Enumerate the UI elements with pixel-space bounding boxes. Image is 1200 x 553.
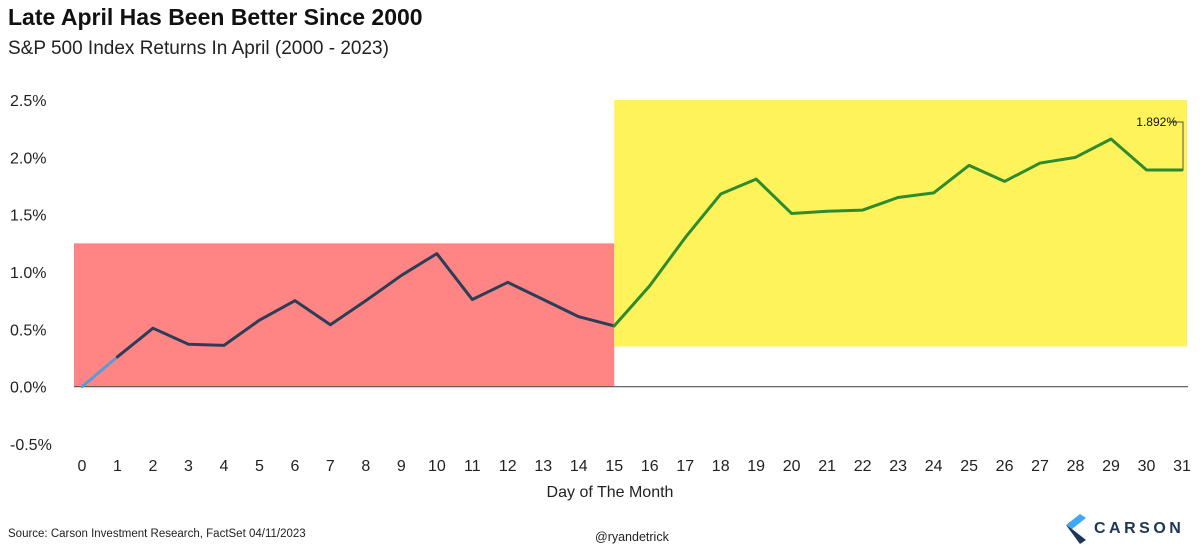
series-start-segment [80, 355, 119, 389]
x-tick-label: 17 [676, 458, 694, 475]
source-note: Source: Carson Investment Research, Fact… [8, 528, 306, 540]
x-tick-label: 9 [397, 458, 406, 475]
x-tick-label: 12 [499, 458, 517, 475]
author-handle: @ryandetrick [595, 530, 669, 544]
x-tick-label: 2 [149, 458, 158, 475]
brand-name: CARSON [1094, 520, 1185, 537]
annotation-leader [1169, 121, 1184, 170]
x-tick-label: 27 [1031, 458, 1049, 475]
x-tick-label: 14 [570, 458, 588, 475]
x-tick-label: 3 [184, 458, 193, 475]
y-tick-label: -0.5% [10, 437, 52, 454]
x-tick-label: 25 [960, 458, 978, 475]
annotation: 1.892% [1136, 115, 1184, 170]
y-tick-label: 1.0% [10, 265, 46, 282]
x-tick-label: 6 [290, 458, 299, 475]
x-tick-label: 23 [889, 458, 907, 475]
x-tick-label: 18 [712, 458, 730, 475]
x-tick-label: 19 [747, 458, 765, 475]
series-line [80, 137, 1184, 389]
highlight-bands [74, 100, 1187, 387]
x-tick-label: 24 [925, 458, 943, 475]
annotation-label: 1.892% [1136, 115, 1177, 129]
x-tick-label: 31 [1173, 458, 1191, 475]
chart-subtitle: S&P 500 Index Returns In April (2000 - 2… [8, 38, 389, 59]
x-tick-label: 20 [783, 458, 801, 475]
x-tick-label: 28 [1067, 458, 1085, 475]
carson-chevron-logo-icon [1066, 514, 1086, 544]
x-tick-label: 7 [326, 458, 335, 475]
series-early-segment [115, 252, 616, 359]
brand-logo: CARSON [1064, 514, 1184, 544]
y-tick-label: 0.0% [10, 380, 46, 397]
x-axis-label: Day of The Month [547, 484, 674, 501]
tick-labels: -0.5%0.0%0.5%1.0%1.5%2.0%2.5%0 1 2 3 4 5 6 7 8 9 1… [10, 93, 1191, 475]
x-tick-label: 8 [361, 458, 370, 475]
x-tick-label: 22 [854, 458, 872, 475]
x-tick-label: 5 [255, 458, 264, 475]
x-tick-label: 21 [818, 458, 836, 475]
x-tick-label: 1 [113, 458, 122, 475]
x-tick-label: 13 [534, 458, 552, 475]
x-tick-label: 0 [78, 458, 87, 475]
x-tick-label: 10 [428, 458, 446, 475]
x-tick-label: 29 [1102, 458, 1120, 475]
late-april-band [614, 100, 1187, 347]
x-tick-label: 16 [641, 458, 659, 475]
y-tick-label: 2.5% [10, 93, 46, 110]
x-tick-label: 26 [996, 458, 1014, 475]
y-tick-label: 2.0% [10, 150, 46, 167]
x-tick-label: 30 [1138, 458, 1156, 475]
x-tick-label: 15 [605, 458, 623, 475]
x-tick-label: 4 [219, 458, 228, 475]
chart-title: Late April Has Been Better Since 2000 [8, 4, 423, 30]
y-tick-label: 0.5% [10, 322, 46, 339]
y-tick-label: 1.5% [10, 208, 46, 225]
series-late-segment [612, 137, 1184, 328]
x-tick-label: 11 [464, 458, 481, 475]
